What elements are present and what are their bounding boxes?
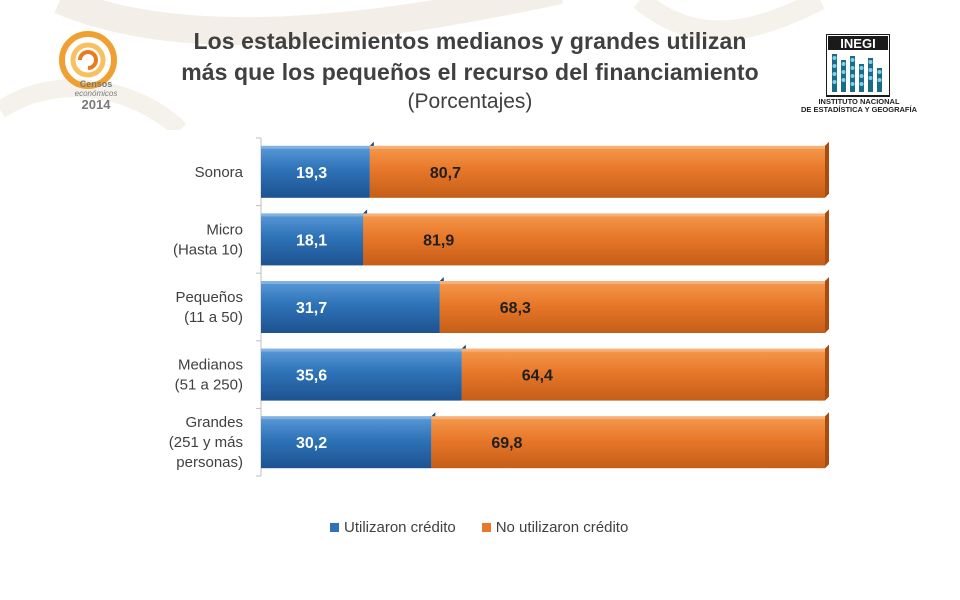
data-label: 18,1 — [296, 232, 327, 249]
inegi-line-2: DE ESTADÍSTICA Y GEOGRAFÍA — [801, 105, 917, 114]
inegi-logo-name: INEGI — [840, 36, 875, 51]
category-label: Sonora — [195, 164, 244, 181]
bar-highlight — [363, 213, 825, 217]
category-label: (11 a 50) — [184, 309, 243, 326]
bar-side-shade — [825, 277, 829, 333]
chart-legend: Utilizaron crédito No utilizaron crédito — [330, 519, 654, 536]
category-label: Pequeños — [175, 289, 243, 306]
bar-no-utilizaron-credito — [461, 348, 825, 401]
legend-swatch-blue — [330, 523, 339, 532]
censos-logo-text: Censos económicos 2014 — [66, 79, 126, 112]
bar-highlight — [431, 416, 825, 420]
inegi-line-1: INSTITUTO NACIONAL — [818, 97, 900, 106]
bar-utilizaron-credito — [261, 213, 364, 266]
bar-no-utilizaron-credito — [369, 145, 825, 198]
logo-line-2: económicos — [74, 89, 118, 98]
data-label: 30,2 — [296, 435, 327, 452]
legend-item-no-credit: No utilizaron crédito — [481, 519, 629, 536]
bar-no-utilizaron-credito — [431, 416, 825, 469]
bar-highlight — [261, 416, 432, 420]
bar-highlight — [261, 145, 370, 149]
logo-line-1: Censos — [79, 79, 113, 89]
category-label: personas) — [176, 454, 243, 471]
bar-highlight — [369, 145, 825, 149]
data-label: 81,9 — [423, 232, 454, 249]
bar-highlight — [261, 281, 440, 284]
chart-header: Los establecimientos medianos y grandes … — [120, 26, 820, 116]
category-label: Medianos — [178, 357, 243, 374]
bar-side-shade — [825, 141, 829, 198]
data-label: 80,7 — [430, 165, 461, 182]
legend-swatch-orange — [481, 523, 491, 532]
bar-side-shade — [825, 412, 829, 469]
bar-highlight — [461, 348, 825, 352]
data-label: 68,3 — [500, 300, 531, 317]
bar-highlight — [261, 348, 462, 352]
bar-utilizaron-credito — [261, 145, 370, 198]
background-swirl — [0, 0, 825, 130]
bar-no-utilizaron-credito — [439, 281, 825, 333]
logo-line-3: 2014 — [81, 97, 111, 112]
bar-highlight — [439, 281, 825, 284]
data-label: 35,6 — [296, 368, 327, 385]
inegi-logo-text: INSTITUTO NACIONAL DE ESTADÍSTICA Y GEOG… — [784, 98, 934, 114]
category-label: (Hasta 10) — [173, 241, 243, 258]
data-label: 69,8 — [491, 435, 522, 452]
category-label: Micro — [206, 221, 243, 238]
censos-economicos-logo-icon — [59, 31, 117, 89]
subtitle: (Porcentajes) — [407, 90, 533, 113]
bar-highlight — [261, 213, 364, 217]
category-label: (51 a 250) — [175, 377, 243, 394]
data-label: 31,7 — [296, 300, 327, 317]
bar-utilizaron-credito — [261, 281, 440, 333]
category-label: Grandes — [185, 414, 243, 431]
legend-item-used-credit: Utilizaron crédito — [330, 519, 456, 536]
bar-utilizaron-credito — [261, 416, 432, 469]
bar-utilizaron-credito — [261, 348, 462, 401]
bar-side-shade — [825, 344, 829, 401]
legend-label-used-credit: Utilizaron crédito — [344, 519, 456, 536]
title-line-2: más que los pequeños el recurso del fina… — [181, 59, 759, 85]
data-label: 64,4 — [522, 368, 553, 385]
bar-side-shade — [825, 209, 829, 266]
bar-no-utilizaron-credito — [363, 213, 825, 266]
category-label: (251 y más — [169, 434, 243, 451]
inegi-logo-icon: INEGI — [826, 34, 890, 97]
title-line-1: Los establecimientos medianos y grandes … — [193, 28, 747, 54]
legend-label-no-credit: No utilizaron crédito — [495, 519, 629, 536]
data-label: 19,3 — [296, 165, 327, 182]
